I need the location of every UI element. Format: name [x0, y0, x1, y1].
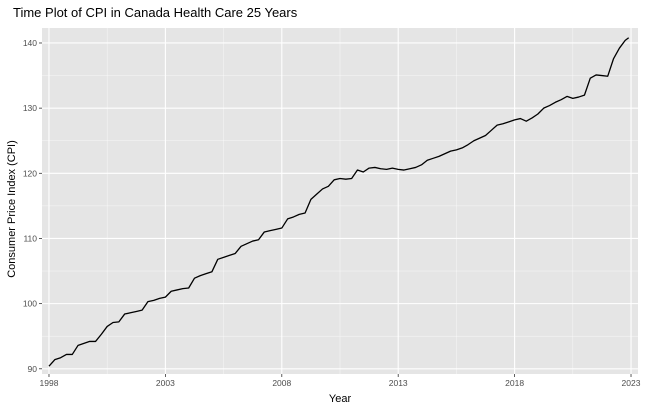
cpi-series-line — [48, 37, 630, 367]
chart-title: Time Plot of CPI in Canada Health Care 2… — [13, 5, 298, 20]
y-tick-label: 90 — [28, 364, 38, 374]
x-tick-label: 2018 — [505, 378, 524, 388]
y-tick-label: 130 — [23, 103, 37, 113]
x-axis-title: Year — [329, 393, 352, 405]
y-tick-label: 110 — [23, 233, 37, 243]
y-tick-label: 100 — [23, 299, 37, 309]
x-tick-label: 2013 — [389, 378, 408, 388]
x-tick-label: 2023 — [622, 378, 641, 388]
y-tick-label: 120 — [23, 168, 37, 178]
y-axis-title: Consumer Price Index (CPI) — [6, 140, 18, 278]
x-tick-label: 1998 — [40, 378, 59, 388]
plot-panel-layer: 1998 2003 2008 2013 2018 2023 90 100 110 120 130 14… — [23, 28, 641, 388]
y-tick-label: 140 — [23, 38, 37, 48]
x-tick-label: 2003 — [156, 378, 175, 388]
x-tick-label: 2008 — [272, 378, 291, 388]
